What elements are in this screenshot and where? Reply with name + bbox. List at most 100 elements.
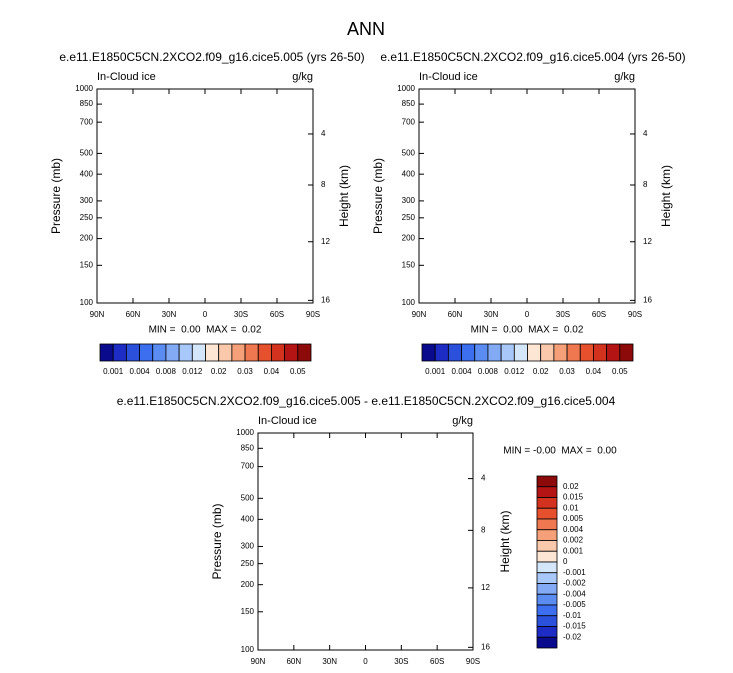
y-axis-label: Pressure (mb) (371, 158, 385, 234)
colorbar-box (191, 343, 206, 362)
colorbar-box (284, 343, 299, 362)
x-tick-label: 0 (363, 657, 368, 666)
contour-region (276, 285, 285, 290)
colorbar-label: 0.012 (182, 367, 203, 376)
x-tick-label: 90N (90, 310, 105, 319)
right-label: g/kg (452, 415, 473, 427)
contour-region (629, 273, 635, 303)
panel-title: e.e11.E1850C5CN.2XCO2.f09_g16.cice5.004 … (380, 50, 685, 64)
y2-tick-label: 4 (481, 474, 486, 483)
figure-title: ANN (347, 19, 385, 39)
colorbar-box (536, 486, 558, 498)
y2-tick-label: 4 (643, 129, 648, 138)
colorbar-box (536, 604, 558, 617)
x-tick-label: 90N (251, 657, 266, 666)
y-tick-label: 300 (80, 196, 94, 205)
colorbar-box (257, 343, 272, 362)
min-max: MIN = -0.00 MAX = 0.00 (503, 446, 617, 457)
contour-region (277, 433, 322, 487)
contour-region (194, 179, 211, 237)
colorbar-box (500, 343, 515, 362)
colorbar-label: 0.012 (504, 367, 525, 376)
field-background (419, 89, 635, 303)
colorbar-label: 0.04 (264, 367, 280, 376)
contour-region (196, 209, 209, 235)
y2-tick-label: 8 (321, 180, 326, 189)
colorbar-box (99, 343, 114, 362)
colorbar-box (527, 343, 542, 362)
y-tick-label: 100 (241, 645, 255, 654)
colorbar-label: 0.004 (452, 367, 473, 376)
y-tick-label: 150 (80, 260, 94, 269)
colorbar-box (593, 343, 608, 362)
colorbar-box (536, 583, 558, 595)
y2-tick-label: 4 (321, 129, 326, 138)
colorbar-label: 0.02 (563, 482, 579, 491)
y-tick-label: 250 (241, 559, 255, 568)
y2-tick-label: 16 (481, 642, 490, 651)
colorbar-box (461, 343, 476, 362)
colorbar-box (536, 475, 558, 488)
y-tick-label: 300 (241, 542, 255, 551)
y-tick-label: 100 (402, 298, 416, 307)
colorbar-label: 0.01 (563, 503, 579, 512)
colorbar-box (536, 636, 558, 649)
y2-axis-label: Height (km) (337, 165, 351, 227)
panel-title: e.e11.E1850C5CN.2XCO2.f09_g16.cice5.005 … (59, 50, 364, 64)
contour-region (471, 128, 577, 244)
colorbar-box (536, 540, 558, 552)
colorbar-label: -0.004 (563, 589, 586, 598)
x-tick-label: 0 (203, 310, 208, 319)
colorbar-box (536, 561, 558, 574)
y-tick-label: 700 (402, 117, 416, 126)
right-label: g/kg (614, 71, 635, 83)
y-tick-label: 200 (402, 234, 416, 243)
field-background (97, 89, 313, 303)
contour-region (305, 610, 462, 650)
colorbar-label: 0.008 (478, 367, 499, 376)
panel: e.e11.E1850C5CN.2XCO2.f09_g16.cice5.004 … (371, 50, 685, 376)
colorbar-box (152, 343, 167, 362)
y-tick-label: 150 (241, 607, 255, 616)
contour-field (419, 89, 635, 303)
colorbar-label: 0.05 (612, 367, 628, 376)
contour-region (594, 283, 609, 293)
colorbar-box (536, 497, 558, 509)
plot-frame (418, 88, 636, 304)
panel: e.e11.E1850C5CN.2XCO2.f09_g16.cice5.005 … (117, 394, 617, 666)
x-tick-label: 60S (430, 657, 444, 666)
colorbar-box (536, 550, 558, 563)
x-tick-label: 30S (556, 310, 570, 319)
y-tick-label: 1000 (75, 84, 93, 93)
colorbar-label: 0.015 (563, 493, 584, 502)
contour-region (366, 509, 392, 607)
x-tick-label: 30S (234, 310, 248, 319)
colorbar-label: 0.004 (563, 525, 584, 534)
x-tick-label: 0 (525, 310, 530, 319)
contour-region (265, 278, 293, 294)
contour-region (387, 433, 409, 454)
colorbar-box (619, 343, 634, 362)
contour-region (119, 136, 292, 264)
colorbar-label: 0.001 (425, 367, 446, 376)
panel: e.e11.E1850C5CN.2XCO2.f09_g16.cice5.005 … (49, 50, 364, 376)
colorbar-box (536, 593, 558, 606)
x-tick-label: 30N (162, 310, 177, 319)
y-tick-label: 500 (80, 149, 94, 158)
x-tick-label: 90N (412, 310, 427, 319)
colorbar-label: -0.001 (563, 568, 586, 577)
y2-tick-label: 12 (643, 237, 652, 246)
colorbar-box (125, 343, 140, 362)
colorbar-box (244, 343, 259, 362)
colorbar-label: -0.002 (563, 579, 586, 588)
colorbar-label: 0.03 (559, 367, 575, 376)
colorbar-box (536, 507, 558, 520)
y2-axis-label: Height (km) (659, 165, 673, 227)
y2-tick-label: 16 (321, 295, 330, 304)
contour-region (258, 433, 277, 650)
colorbar-box (165, 343, 180, 362)
colorbar-box (536, 572, 558, 584)
y2-tick-label: 8 (481, 525, 486, 534)
x-tick-label: 90S (466, 657, 480, 666)
contour-region (441, 136, 614, 264)
